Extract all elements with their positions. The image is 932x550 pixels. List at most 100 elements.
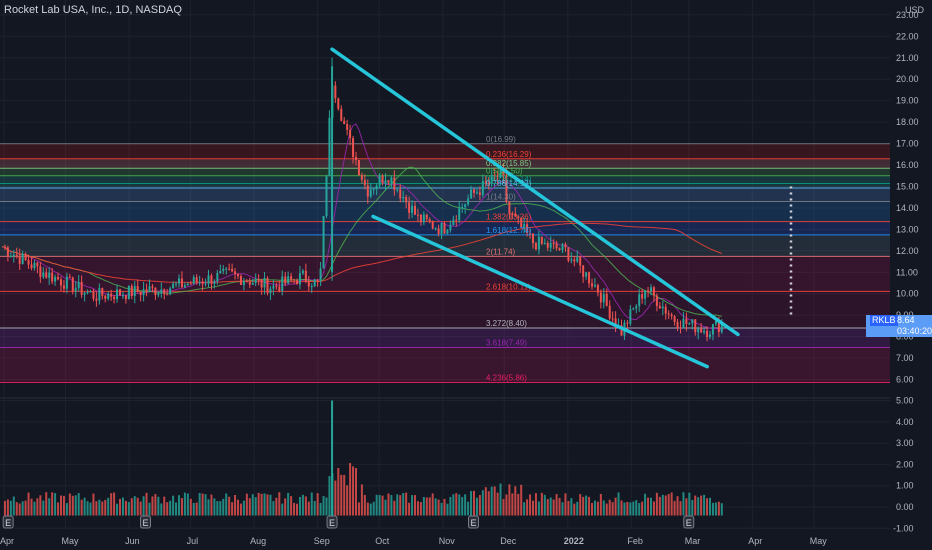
volume-bar	[437, 499, 440, 516]
candle-body	[316, 279, 319, 282]
y-tick-label: 13.00	[896, 224, 919, 234]
volume-bar	[239, 503, 242, 516]
volume-bar	[579, 494, 582, 516]
candle-body	[293, 279, 296, 281]
earnings-marker[interactable]: E	[683, 515, 695, 529]
volume-bar	[635, 500, 638, 516]
candle-body	[511, 213, 514, 215]
candle-body	[561, 244, 564, 251]
candle-body	[160, 289, 163, 294]
earnings-marker[interactable]: E	[326, 515, 338, 529]
candle-body	[546, 243, 549, 248]
volume-bar	[720, 503, 723, 516]
candle-body	[428, 219, 431, 222]
candle-body	[537, 236, 540, 250]
candle-body	[602, 293, 605, 303]
earnings-marker[interactable]: E	[2, 515, 14, 529]
candle-body	[490, 174, 493, 183]
volume-bar	[142, 496, 145, 516]
volume-bar	[36, 498, 39, 516]
volume-bar	[225, 493, 228, 516]
candle-body	[437, 228, 440, 234]
volume-bar	[523, 502, 526, 516]
volume-bar	[51, 492, 54, 516]
candle-body	[225, 268, 228, 270]
candle-body	[576, 257, 579, 262]
volume-bar	[717, 501, 720, 516]
candle-body	[51, 272, 54, 282]
trendlines[interactable]	[330, 47, 793, 369]
y-tick-label: 7.00	[896, 353, 914, 363]
volume-bar	[287, 492, 290, 516]
volume-bar	[83, 497, 86, 516]
volume-bar	[375, 494, 378, 516]
volume-bar	[514, 486, 517, 516]
volume-bar	[139, 501, 142, 516]
y-tick-label: 19.00	[896, 96, 919, 106]
fib-level-label: 0.786(14.93)	[486, 179, 532, 188]
earnings-marker-label: E	[471, 518, 477, 528]
candle-body	[629, 309, 632, 324]
volume-bar	[228, 496, 231, 516]
candle-body	[251, 282, 254, 285]
volume-bar	[676, 496, 679, 516]
candle-body	[714, 321, 717, 325]
candle-body	[95, 298, 98, 301]
candle-body	[42, 272, 45, 277]
volume-bar	[207, 499, 210, 516]
x-tick-label: May	[62, 536, 80, 546]
candle-body	[443, 223, 446, 234]
volume-bar	[293, 502, 296, 516]
candle-body	[180, 278, 183, 288]
x-tick-label: Aug	[250, 536, 266, 546]
earnings-marker[interactable]: E	[468, 515, 479, 529]
volume-tick-label: 0.00	[896, 502, 914, 512]
volume-bar	[127, 502, 130, 516]
volume-bar	[346, 485, 349, 516]
candle-body	[706, 330, 709, 338]
candle-body	[186, 283, 189, 286]
earnings-marker[interactable]: E	[140, 515, 151, 529]
volume-bar	[670, 492, 673, 516]
volume-bar	[623, 502, 626, 516]
fib-level-label: 2.618(10.11)	[486, 282, 531, 291]
x-tick-label: May	[810, 536, 828, 546]
candle-body	[632, 308, 635, 310]
volume-bar	[709, 497, 711, 516]
volume-bar	[602, 500, 605, 516]
ticker-label: RKLB	[870, 315, 898, 326]
candle-body	[691, 319, 694, 324]
trendline[interactable]	[330, 47, 740, 337]
x-tick-label: Apr	[0, 536, 14, 546]
candle-body	[21, 253, 24, 264]
volume-bar	[21, 501, 24, 516]
volume-bar	[151, 496, 154, 516]
volume-bar	[281, 503, 284, 516]
fib-level-label: 3.272(8.40)	[486, 319, 527, 328]
volume-bar	[328, 476, 331, 516]
candle-body	[529, 233, 532, 235]
volume-bar	[470, 491, 473, 516]
volume-bar	[3, 500, 6, 516]
volume-bar	[529, 494, 532, 516]
candle-body	[248, 281, 251, 285]
candle-body	[331, 66, 334, 273]
fib-level-label: 0.236(16.29)	[486, 150, 532, 159]
fib-level-label: 3.618(7.49)	[486, 339, 527, 348]
volume-bar	[641, 501, 644, 516]
candle-body	[532, 233, 534, 244]
volume-bar	[178, 495, 180, 516]
candle-body	[301, 270, 304, 274]
volume-bar	[39, 495, 42, 516]
volume-bar	[664, 495, 667, 516]
trendline[interactable]	[371, 214, 709, 369]
candle-body	[183, 285, 186, 288]
candle-body	[116, 289, 119, 300]
volume-bar	[65, 503, 68, 516]
candle-body	[431, 221, 434, 229]
volume-bar	[266, 494, 269, 516]
candle-body	[567, 247, 570, 261]
